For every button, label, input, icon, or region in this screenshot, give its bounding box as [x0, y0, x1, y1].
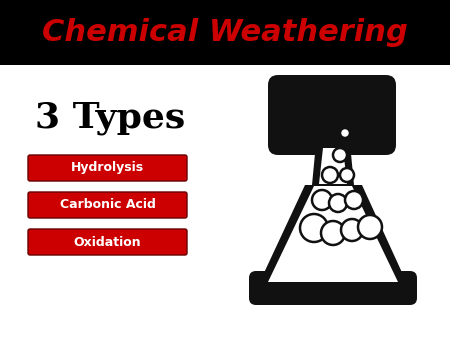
FancyBboxPatch shape — [28, 229, 187, 255]
Circle shape — [321, 221, 345, 245]
Polygon shape — [268, 186, 398, 282]
Circle shape — [300, 214, 328, 242]
Circle shape — [340, 168, 354, 182]
Circle shape — [340, 128, 350, 138]
Text: 3 Types: 3 Types — [35, 101, 185, 135]
Circle shape — [329, 194, 347, 212]
Circle shape — [312, 190, 332, 210]
Circle shape — [358, 215, 382, 239]
FancyBboxPatch shape — [28, 192, 187, 218]
Text: Oxidation: Oxidation — [74, 236, 141, 248]
Polygon shape — [319, 148, 347, 184]
Circle shape — [341, 219, 363, 241]
FancyBboxPatch shape — [268, 75, 396, 155]
Circle shape — [333, 148, 347, 162]
Text: Hydrolysis: Hydrolysis — [71, 162, 144, 174]
Polygon shape — [256, 185, 410, 290]
Text: Carbonic Acid: Carbonic Acid — [59, 198, 155, 212]
Polygon shape — [312, 143, 354, 185]
Circle shape — [345, 191, 363, 209]
Text: Chemical Weathering: Chemical Weathering — [42, 18, 408, 47]
FancyBboxPatch shape — [249, 271, 417, 305]
Circle shape — [322, 167, 338, 183]
FancyBboxPatch shape — [0, 0, 450, 65]
FancyBboxPatch shape — [28, 155, 187, 181]
